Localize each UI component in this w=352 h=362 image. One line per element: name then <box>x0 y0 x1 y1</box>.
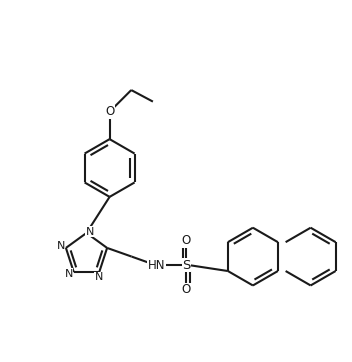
Text: N: N <box>64 269 73 279</box>
Text: O: O <box>182 283 191 296</box>
Text: S: S <box>182 259 191 272</box>
Text: O: O <box>182 234 191 247</box>
Text: N: N <box>57 241 65 252</box>
Text: O: O <box>105 105 114 118</box>
Text: N: N <box>86 227 94 236</box>
Text: HN: HN <box>147 259 165 272</box>
Text: N: N <box>95 272 103 282</box>
